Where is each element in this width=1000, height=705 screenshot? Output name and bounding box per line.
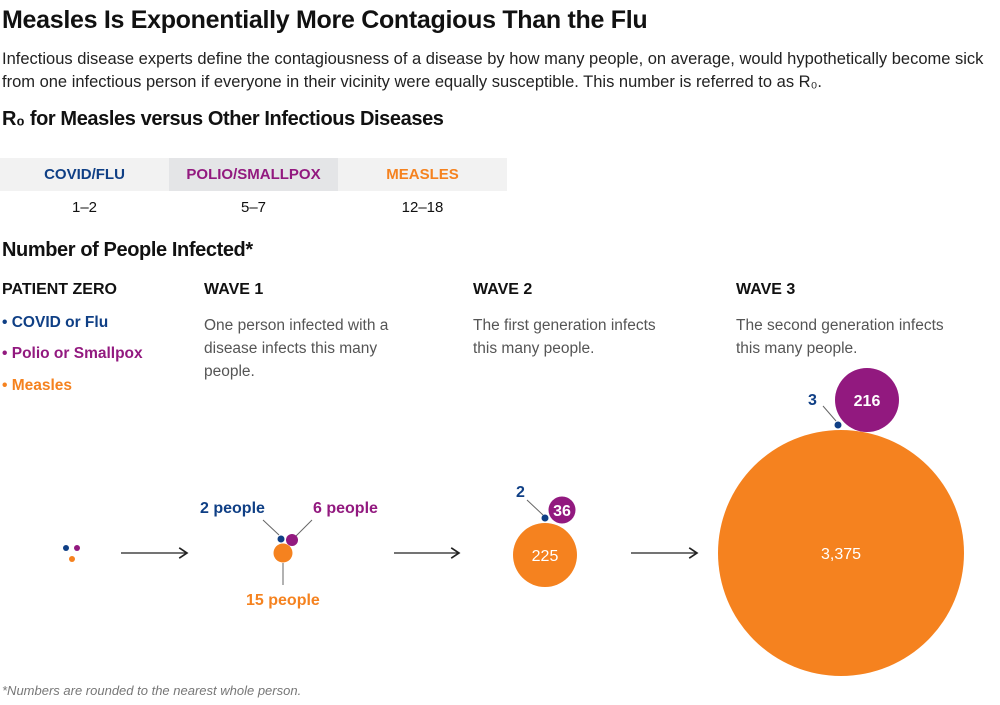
wave1-covid-label: 2 people [200, 500, 265, 517]
patient-zero-label: PATIENT ZERO [2, 281, 117, 298]
wave3-label: WAVE 3 [736, 281, 796, 298]
wave1-covid-bubble [277, 535, 285, 543]
page-title: Measles Is Exponentially More Contagious… [2, 6, 648, 34]
wave3-covid-bubble [834, 421, 842, 429]
header-covid: COVID/FLU [0, 158, 169, 191]
header-measles: MEASLES [338, 158, 507, 191]
wave2-polio-label: 36 [553, 503, 571, 520]
description: Infectious disease experts define the co… [2, 50, 984, 91]
value-polio: 5–7 [240, 199, 267, 216]
wave1-measles-label: 15 people [246, 592, 320, 609]
wave3-measles-label: 3,375 [821, 546, 861, 563]
wave2-covid-bubble [541, 514, 549, 522]
r0-heading: R₀ for Measles versus Other Infectious D… [2, 108, 444, 130]
wave3-description: The second generation infects this many … [736, 317, 944, 357]
wave3-polio-bubble [835, 368, 899, 432]
patient-zero-covid-dot [63, 545, 69, 551]
wave2-polio-bubble [548, 496, 576, 524]
wave1-polio-bubble [286, 534, 298, 546]
wave3-measles-bubble [718, 430, 964, 676]
wave3-covid-label: 3 [808, 392, 817, 409]
wave3-polio-label: 216 [854, 393, 881, 410]
footnote: *Numbers are rounded to the nearest whol… [2, 683, 302, 698]
infected-heading: Number of People Infected* [2, 239, 253, 261]
patient-zero-polio-dot [74, 545, 80, 551]
wave2-measles-bubble [513, 523, 577, 587]
value-measles: 12–18 [401, 199, 444, 216]
legend-polio: • Polio or Smallpox [2, 345, 143, 362]
wave2-label: WAVE 2 [473, 281, 533, 298]
wave2-covid-label: 2 [516, 484, 525, 501]
header-polio: POLIO/SMALLPOX [169, 158, 338, 191]
wave1-label: WAVE 1 [204, 281, 264, 298]
r0-table: COVID/FLU POLIO/SMALLPOX MEASLES 1–2 5–7… [0, 158, 507, 225]
value-covid: 1–2 [71, 199, 98, 216]
wave1-measles-bubble [273, 543, 293, 563]
wave2-measles-label: 225 [532, 548, 559, 565]
legend-covid: • COVID or Flu [2, 314, 109, 331]
wave1-description: One person infected with a disease infec… [204, 317, 389, 380]
wave1-polio-label: 6 people [313, 500, 378, 517]
legend-measles: • Measles [2, 377, 73, 394]
wave2-description: The first generation infects this many p… [473, 317, 656, 357]
patient-zero-measles-dot [69, 556, 75, 562]
